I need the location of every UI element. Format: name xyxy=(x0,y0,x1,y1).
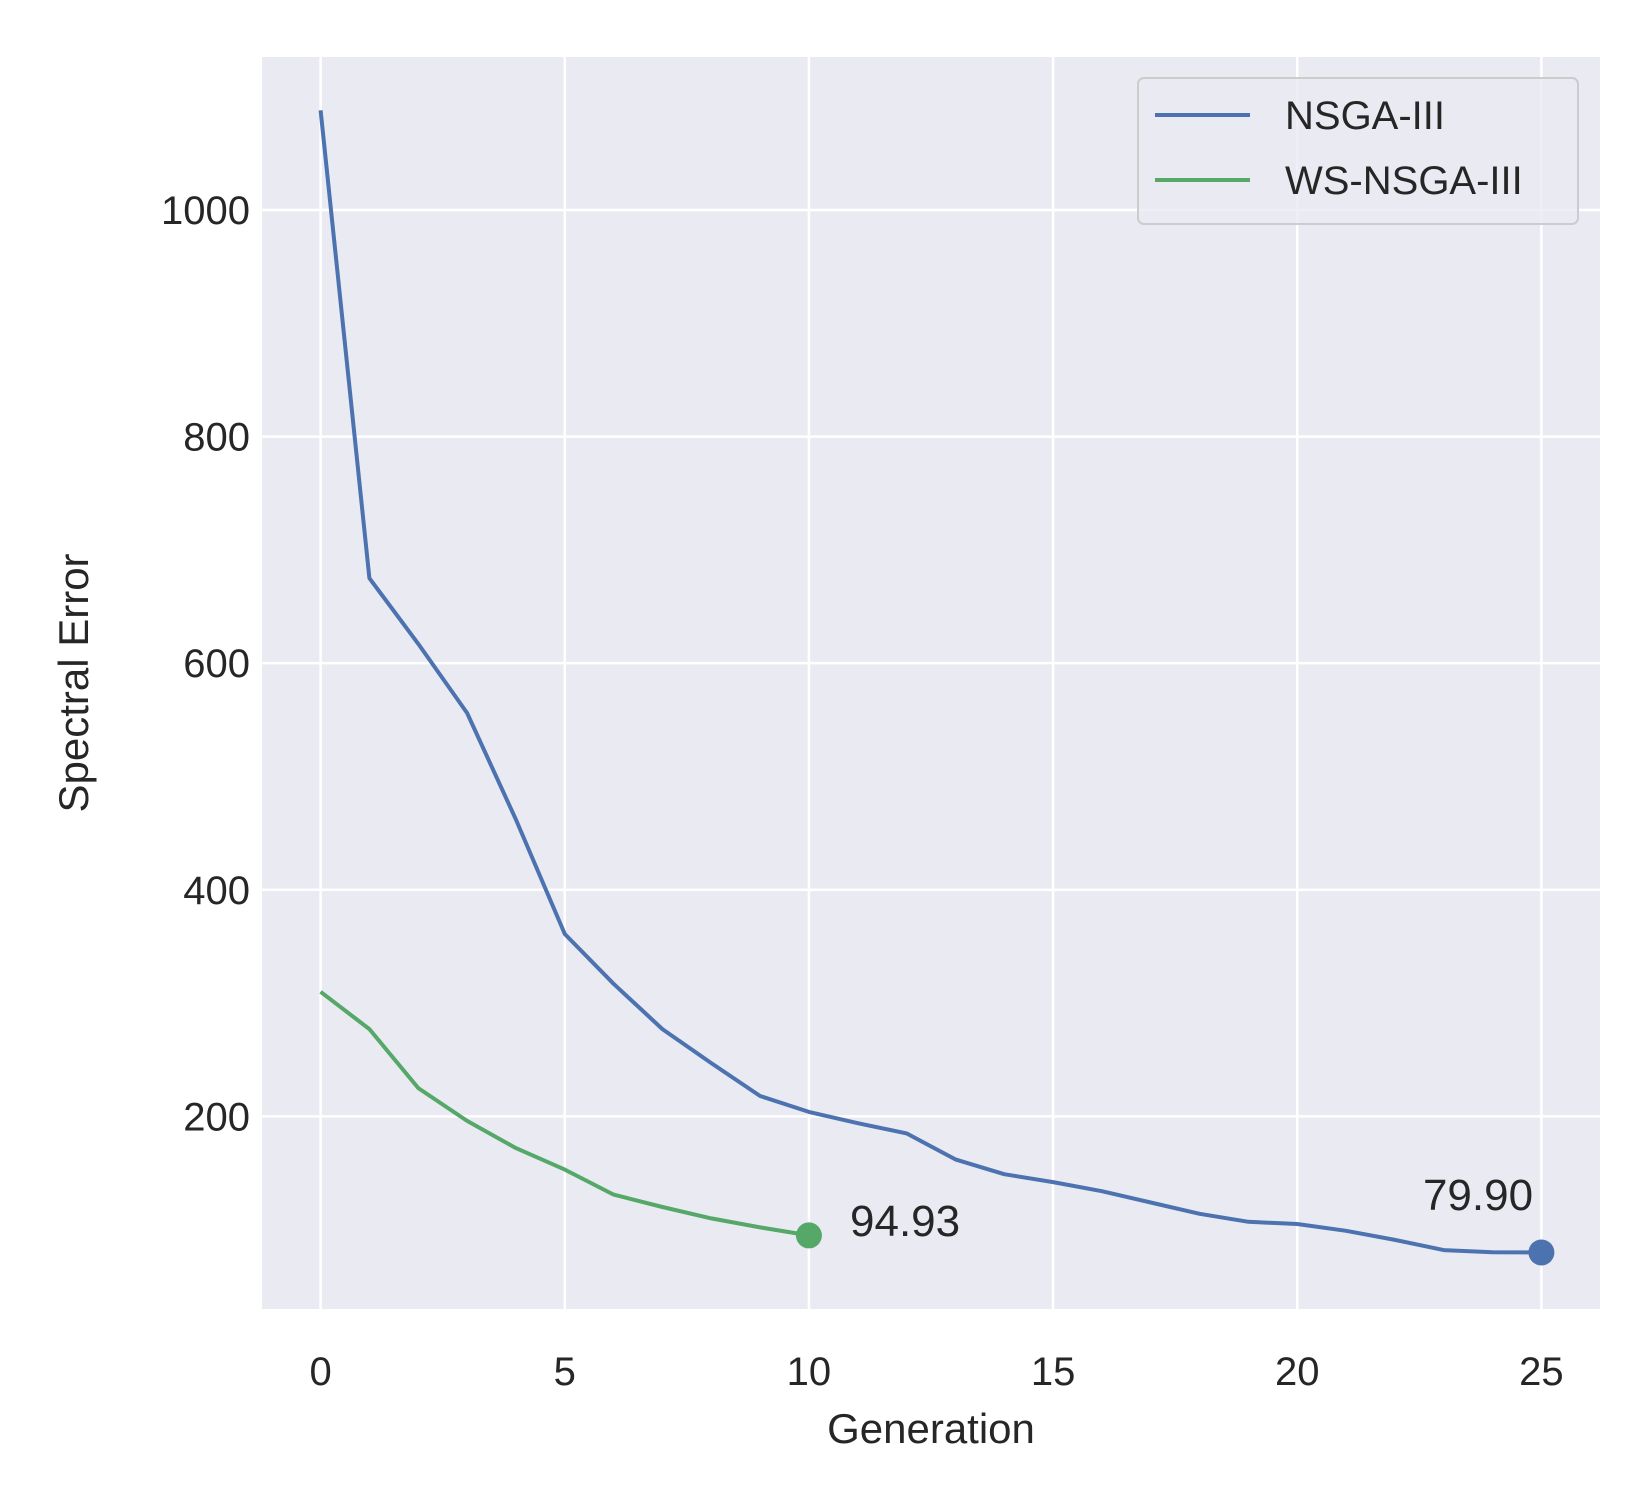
x-tick-label: 5 xyxy=(554,1350,576,1394)
legend-label-ws-nsga-iii: WS-NSGA-III xyxy=(1285,159,1523,203)
x-tick-label: 0 xyxy=(309,1350,331,1394)
y-tick-label: 600 xyxy=(183,642,250,686)
series-line-nsga-iii xyxy=(318,110,1542,1255)
x-tick-label: 25 xyxy=(1519,1350,1564,1394)
y-tick-labels: 200 400 600 800 1000 xyxy=(161,189,250,1139)
point-markers xyxy=(795,1222,1555,1266)
y-tick-label: 200 xyxy=(183,1095,250,1139)
end-point-marker xyxy=(1528,1239,1555,1266)
end-point-marker xyxy=(795,1222,822,1249)
y-tick-label: 800 xyxy=(183,416,250,460)
y-tick-label: 400 xyxy=(183,869,250,913)
grid-lines xyxy=(262,57,1600,1309)
x-tick-label: 15 xyxy=(1031,1350,1076,1394)
y-axis-label: Spectral Error xyxy=(50,553,97,812)
data-label-nsga-final: 79.90 xyxy=(1423,1171,1533,1220)
x-tick-label: 20 xyxy=(1275,1350,1320,1394)
y-tick-label: 1000 xyxy=(161,189,250,233)
x-axis-label: Generation xyxy=(827,1405,1035,1452)
series-line-ws-nsga-iii xyxy=(319,990,810,1238)
plot-background xyxy=(262,57,1600,1309)
series-lines xyxy=(318,110,1542,1255)
legend: NSGA-III WS-NSGA-III xyxy=(1137,77,1579,225)
data-label-ws-final: 94.93 xyxy=(850,1197,960,1246)
x-tick-labels: 0 5 10 15 20 25 xyxy=(309,1350,1563,1394)
legend-label-nsga-iii: NSGA-III xyxy=(1285,94,1445,138)
x-tick-label: 10 xyxy=(787,1350,832,1394)
